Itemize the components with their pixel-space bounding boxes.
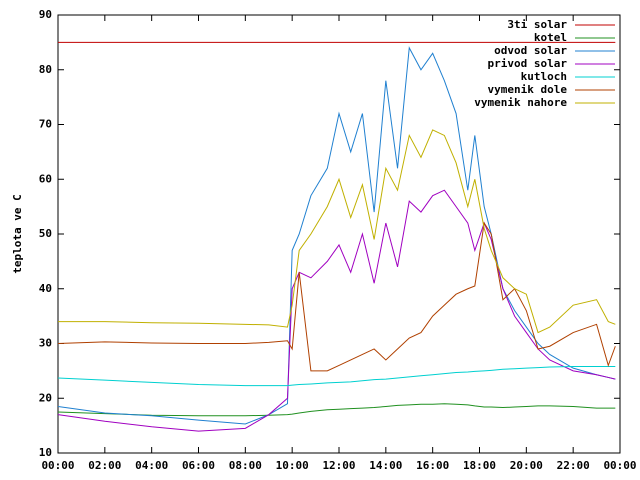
legend-label: privod solar: [488, 57, 568, 70]
y-tick-label: 80: [39, 63, 52, 76]
x-tick-label: 20:00: [510, 459, 543, 472]
x-tick-label: 12:00: [322, 459, 355, 472]
y-tick-label: 50: [39, 227, 52, 240]
series-line: [57, 46, 616, 425]
legend-label: vymenik dole: [488, 83, 568, 96]
y-tick-label: 40: [39, 282, 52, 295]
x-tick-label: 10:00: [276, 459, 309, 472]
x-tick-label: 18:00: [463, 459, 496, 472]
legend-label: kotel: [534, 31, 567, 44]
y-tick-label: 10: [39, 446, 52, 459]
legend-label: odvod solar: [494, 44, 567, 57]
x-tick-label: 22:00: [557, 459, 590, 472]
x-tick-label: 14:00: [369, 459, 402, 472]
x-tick-label: 06:00: [182, 459, 215, 472]
x-tick-label: 00:00: [603, 459, 636, 472]
y-tick-label: 30: [39, 337, 52, 350]
x-tick-label: 04:00: [135, 459, 168, 472]
series-line: [57, 189, 616, 432]
x-tick-label: 02:00: [88, 459, 121, 472]
x-tick-label: 08:00: [229, 459, 262, 472]
series-line: [58, 129, 616, 334]
x-tick-label: 00:00: [41, 459, 74, 472]
legend-label: kutloch: [521, 70, 567, 83]
y-axis-label: teplota ve C: [11, 194, 24, 273]
legend-label: vymenik nahore: [474, 96, 567, 109]
legend-label: 3ti solar: [507, 18, 567, 31]
y-tick-label: 20: [39, 391, 52, 404]
y-tick-label: 70: [39, 118, 52, 131]
series-line: [57, 366, 616, 387]
series-line: [57, 221, 616, 372]
series-line: [57, 403, 616, 417]
y-tick-label: 60: [39, 172, 52, 185]
x-tick-label: 16:00: [416, 459, 449, 472]
y-tick-label: 90: [39, 8, 52, 21]
